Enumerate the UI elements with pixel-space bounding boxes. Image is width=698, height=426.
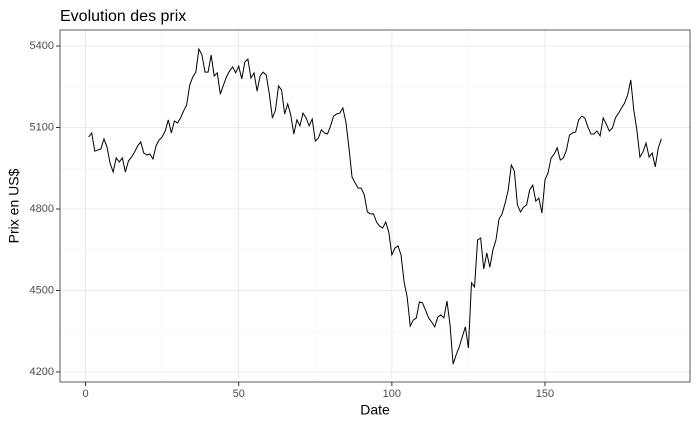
y-tick-label: 4500 (30, 284, 54, 296)
price-line (88, 47, 662, 365)
panel-border (59, 29, 691, 383)
x-axis-label: Date (360, 402, 390, 418)
y-tick-label: 4800 (30, 203, 54, 215)
y-tick-label: 5100 (30, 121, 54, 133)
x-tick-label: 50 (233, 388, 245, 400)
chart-title: Evolution des prix (60, 8, 186, 25)
x-tick-label: 150 (536, 388, 554, 400)
y-axis-label: Prix en US$ (6, 168, 22, 243)
x-tick-label: 100 (383, 388, 401, 400)
y-tick-label: 5400 (30, 40, 54, 52)
y-tick-label: 4200 (30, 366, 54, 378)
x-tick-label: 0 (83, 388, 89, 400)
